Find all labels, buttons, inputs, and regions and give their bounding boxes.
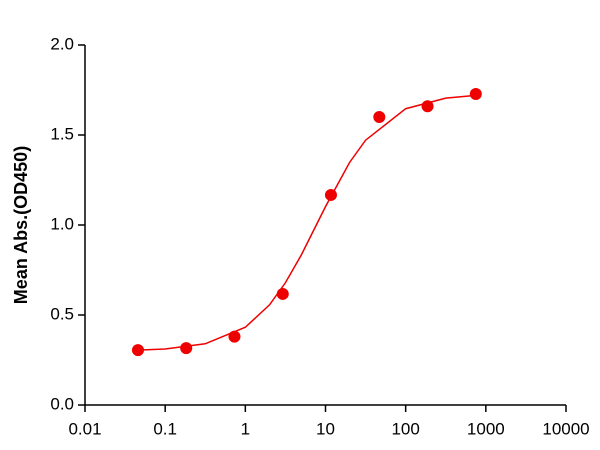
x-tick-label: 1000 xyxy=(467,419,505,438)
x-tick-label: 0.01 xyxy=(68,419,101,438)
fit-curve xyxy=(137,94,476,351)
data-point xyxy=(469,87,482,100)
y-tick-label: 1.0 xyxy=(50,214,74,233)
x-tick-label: 10 xyxy=(316,419,335,438)
y-tick-label: 1.5 xyxy=(50,124,74,143)
y-tick-label: 2.0 xyxy=(50,34,74,53)
data-point xyxy=(131,344,144,357)
data-point xyxy=(180,342,193,355)
x-tick-label: 10000 xyxy=(542,419,589,438)
x-tick-label: 100 xyxy=(391,419,419,438)
data-point xyxy=(228,330,241,343)
y-tick-label: 0.5 xyxy=(50,304,74,323)
data-point xyxy=(373,111,386,123)
x-tick-label: 1 xyxy=(241,419,250,438)
y-tick-label: 0.0 xyxy=(50,394,74,413)
data-point xyxy=(421,100,434,113)
data-point xyxy=(276,287,289,300)
data-point xyxy=(324,188,337,201)
x-tick-label: 0.1 xyxy=(153,419,177,438)
y-axis-title: Mean Abs.(OD450) xyxy=(11,146,31,304)
